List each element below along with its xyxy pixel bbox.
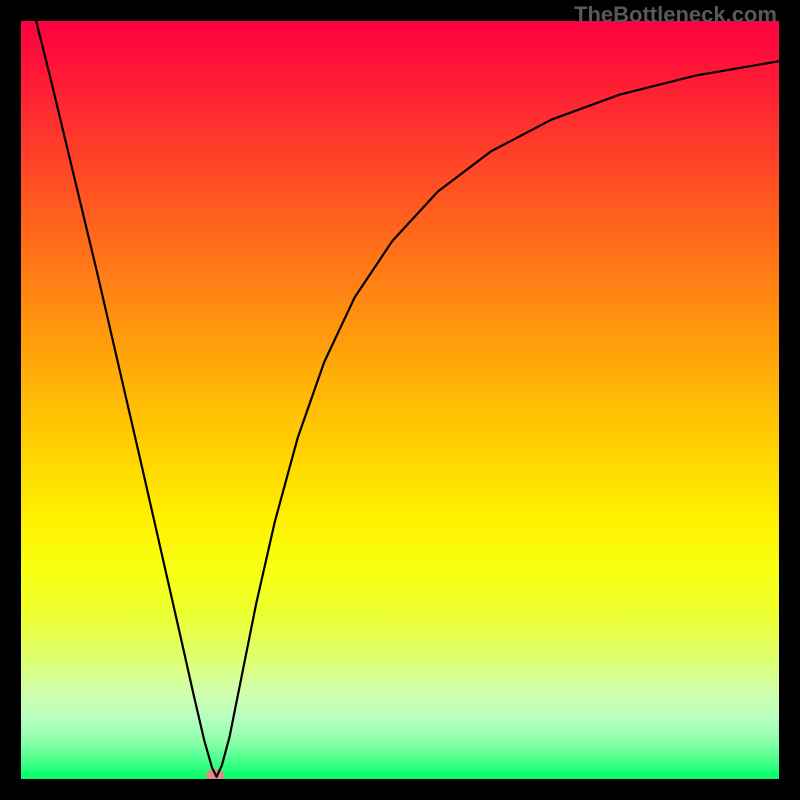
curve-overlay — [21, 21, 779, 779]
chart-container: TheBottleneck.com — [0, 0, 800, 800]
plot-area — [21, 21, 779, 779]
watermark-text: TheBottleneck.com — [574, 2, 777, 28]
curve-line — [36, 21, 779, 777]
